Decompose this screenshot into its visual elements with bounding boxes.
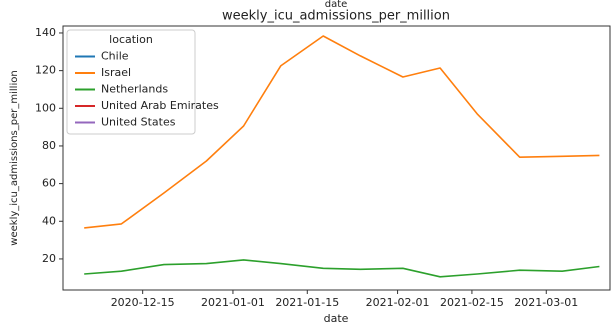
y-tick-label: 80 xyxy=(42,139,56,152)
y-tick-label: 40 xyxy=(42,214,56,227)
y-tick-label: 20 xyxy=(42,252,56,265)
legend-label: United Arab Emirates xyxy=(101,99,219,112)
x-tick-label: 2021-02-01 xyxy=(366,296,430,309)
chart-title: weekly_icu_admissions_per_million xyxy=(222,9,450,24)
x-tick-label: 2021-01-15 xyxy=(275,296,339,309)
x-tick-label: 2020-12-15 xyxy=(111,296,175,309)
y-axis-label: weekly_icu_admissions_per_million xyxy=(9,70,20,245)
x-tick-label: 2021-02-15 xyxy=(440,296,504,309)
legend-label: Chile xyxy=(101,50,129,63)
line-series xyxy=(84,259,600,278)
legend-label: United States xyxy=(101,116,176,129)
y-tick-label: 100 xyxy=(35,101,56,114)
y-tick-label: 60 xyxy=(42,177,56,190)
legend-title: location xyxy=(109,33,153,46)
legend-label: Israel xyxy=(101,66,131,79)
x-tick-label: 2021-03-01 xyxy=(514,296,578,309)
chart-supertitle: date xyxy=(325,0,348,10)
y-tick-label: 140 xyxy=(35,26,56,39)
legend-label: Netherlands xyxy=(101,83,168,96)
y-tick-label: 120 xyxy=(35,64,56,77)
x-axis-label: date xyxy=(324,312,349,325)
plot-frame xyxy=(62,25,611,291)
legend-box xyxy=(66,29,196,135)
line-series xyxy=(84,35,600,229)
x-tick-label: 2021-01-01 xyxy=(201,296,265,309)
